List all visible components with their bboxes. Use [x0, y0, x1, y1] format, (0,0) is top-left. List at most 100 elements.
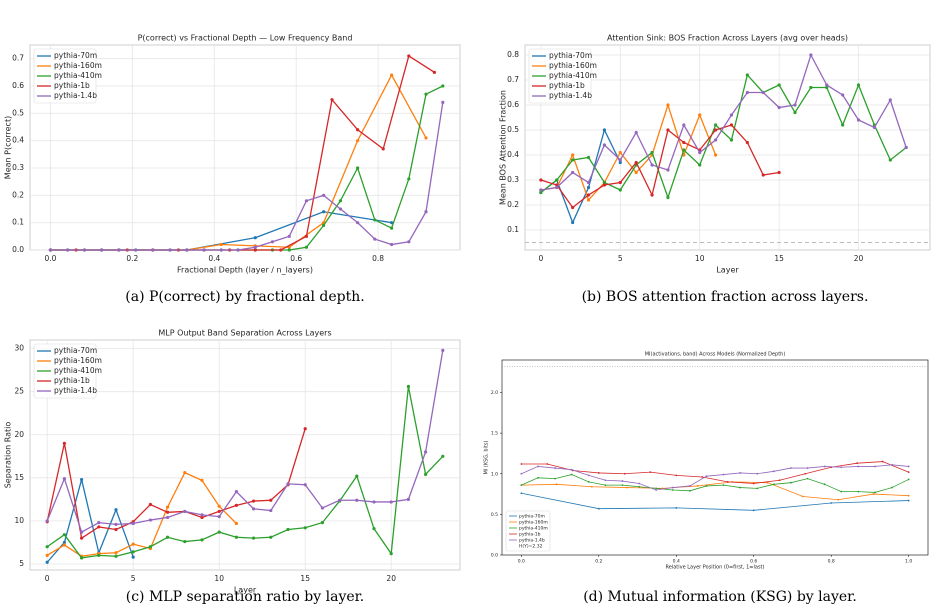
series-line: [521, 474, 909, 493]
data-point: [804, 472, 807, 475]
data-point: [372, 500, 376, 504]
data-point: [441, 84, 445, 88]
data-point: [269, 498, 273, 502]
y-tick-label: 25: [14, 387, 24, 396]
data-point: [752, 509, 755, 512]
y-tick-label: 0.5: [491, 512, 498, 518]
data-point: [602, 128, 607, 132]
legend-label: pythia-1.4b: [54, 91, 97, 100]
data-point: [586, 180, 591, 185]
data-point: [389, 552, 393, 556]
data-point: [45, 553, 49, 557]
x-axis-label: Layer: [716, 266, 739, 275]
data-point: [586, 155, 591, 160]
data-point: [322, 193, 326, 197]
data-point: [675, 474, 678, 477]
legend-label: pythia-1.4b: [54, 386, 97, 395]
data-point: [586, 198, 591, 202]
data-point: [666, 103, 670, 107]
data-point: [626, 486, 628, 489]
data-point: [520, 472, 523, 475]
data-point: [48, 248, 53, 252]
data-point: [80, 536, 84, 540]
data-point: [330, 98, 334, 102]
data-point: [303, 526, 307, 530]
data-point: [279, 248, 283, 252]
data-point: [303, 427, 307, 431]
data-point: [904, 145, 908, 150]
data-point: [891, 486, 893, 489]
data-point: [597, 507, 600, 510]
data-point: [62, 540, 66, 545]
data-point: [269, 508, 273, 513]
data-point: [856, 83, 861, 87]
legend-label: pythia-410m: [549, 71, 597, 80]
data-point: [777, 170, 781, 175]
series-line: [540, 53, 907, 191]
data-point: [546, 463, 549, 465]
data-point: [253, 248, 257, 252]
data-point: [713, 123, 718, 127]
series-line: [46, 386, 444, 559]
legend-box: [33, 343, 97, 399]
data-point: [671, 489, 674, 491]
x-axis-label: Layer: [234, 586, 257, 595]
data-point: [729, 123, 734, 127]
x-tick-label: 1.0: [905, 559, 912, 565]
series-line: [50, 102, 444, 251]
y-tick-label: 0.8: [507, 50, 519, 59]
data-point: [682, 148, 686, 152]
data-point: [97, 521, 101, 525]
data-point: [97, 553, 101, 557]
data-point: [234, 490, 238, 494]
data-point: [131, 550, 135, 554]
series-line: [540, 124, 780, 209]
data-point: [555, 183, 559, 187]
data-point: [790, 467, 792, 469]
data-point: [200, 538, 204, 542]
caption: (d) Mutual information (KSG) by layer.: [583, 589, 857, 605]
data-point: [200, 478, 204, 483]
data-point: [356, 128, 360, 132]
data-point: [217, 514, 221, 519]
data-point: [252, 536, 256, 540]
data-point: [698, 150, 702, 155]
legend-label: pythia-1.4b: [549, 91, 592, 100]
chart-title: P(correct) vs Fractional Depth — Low Fre…: [138, 34, 353, 43]
data-point: [441, 100, 445, 104]
data-point: [696, 485, 699, 487]
data-point: [80, 477, 84, 482]
data-point: [166, 535, 170, 539]
y-axis-label: MI (KSG, bits): [484, 440, 490, 474]
data-point: [373, 237, 377, 241]
data-point: [802, 495, 804, 498]
data-point: [356, 221, 360, 225]
data-point: [571, 170, 575, 175]
legend-label: pythia-160m: [54, 356, 102, 365]
data-point: [745, 90, 749, 95]
caption: (a) P(correct) by fractional depth.: [125, 289, 364, 305]
data-point: [303, 483, 307, 487]
data-point: [872, 125, 877, 130]
data-point: [722, 473, 725, 476]
data-point: [571, 153, 575, 157]
data-point: [356, 139, 360, 143]
data-point: [537, 476, 539, 479]
x-tick-label: 0.6: [290, 254, 302, 263]
data-point: [888, 158, 892, 162]
legend-label: pythia-1b: [549, 81, 585, 90]
data-point: [888, 98, 892, 102]
data-point: [840, 490, 843, 493]
data-point: [907, 471, 910, 474]
y-tick-label: 0.4: [507, 150, 519, 159]
legend-label: pythia-1b: [54, 81, 90, 90]
data-point: [320, 521, 324, 525]
y-tick-label: 0.7: [12, 54, 24, 63]
data-point: [539, 188, 543, 192]
data-point: [604, 484, 607, 487]
data-point: [602, 180, 607, 185]
data-point: [756, 487, 759, 490]
data-point: [570, 473, 573, 476]
y-tick-label: 0.3: [12, 163, 24, 172]
data-point: [424, 210, 428, 214]
